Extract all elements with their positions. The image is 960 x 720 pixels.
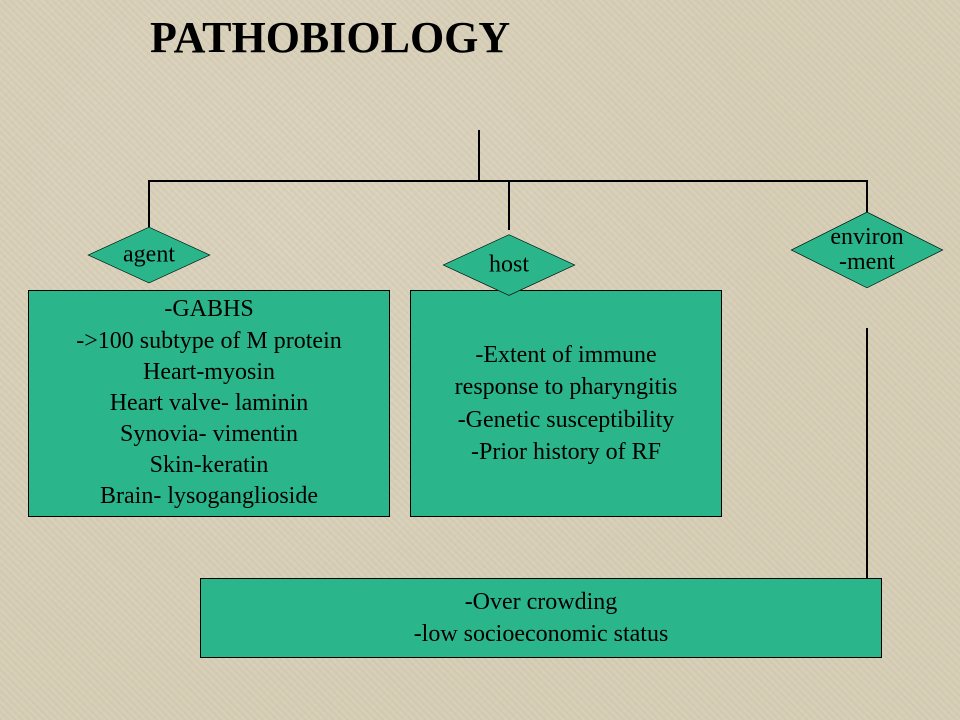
agent-box-text: -GABHS ->100 subtype of M protein Heart-… (29, 290, 389, 516)
host-box-text: -Extent of immune response to pharyngiti… (411, 335, 721, 473)
host-box: -Extent of immune response to pharyngiti… (410, 290, 722, 517)
connector-stem (478, 130, 480, 180)
connector-drop-host (508, 180, 510, 230)
connector-env-down (866, 328, 868, 578)
host-diamond: host (444, 235, 574, 295)
agent-diamond: agent (89, 228, 209, 283)
agent-box: -GABHS ->100 subtype of M protein Heart-… (28, 290, 390, 517)
host-label: host (489, 252, 529, 277)
diagram-stage: PATHOBIOLOGY -GABHS ->100 subtype of M p… (0, 0, 960, 720)
environment-diamond: environ -ment (792, 213, 942, 288)
environment-label: environ -ment (830, 225, 903, 275)
agent-label: agent (123, 242, 175, 267)
page-title: PATHOBIOLOGY (150, 12, 510, 63)
connector-drop-agent (148, 180, 150, 230)
environment-box: -Over crowding -low socioeconomic status (200, 578, 882, 658)
environment-box-text: -Over crowding -low socioeconomic status (201, 582, 881, 655)
